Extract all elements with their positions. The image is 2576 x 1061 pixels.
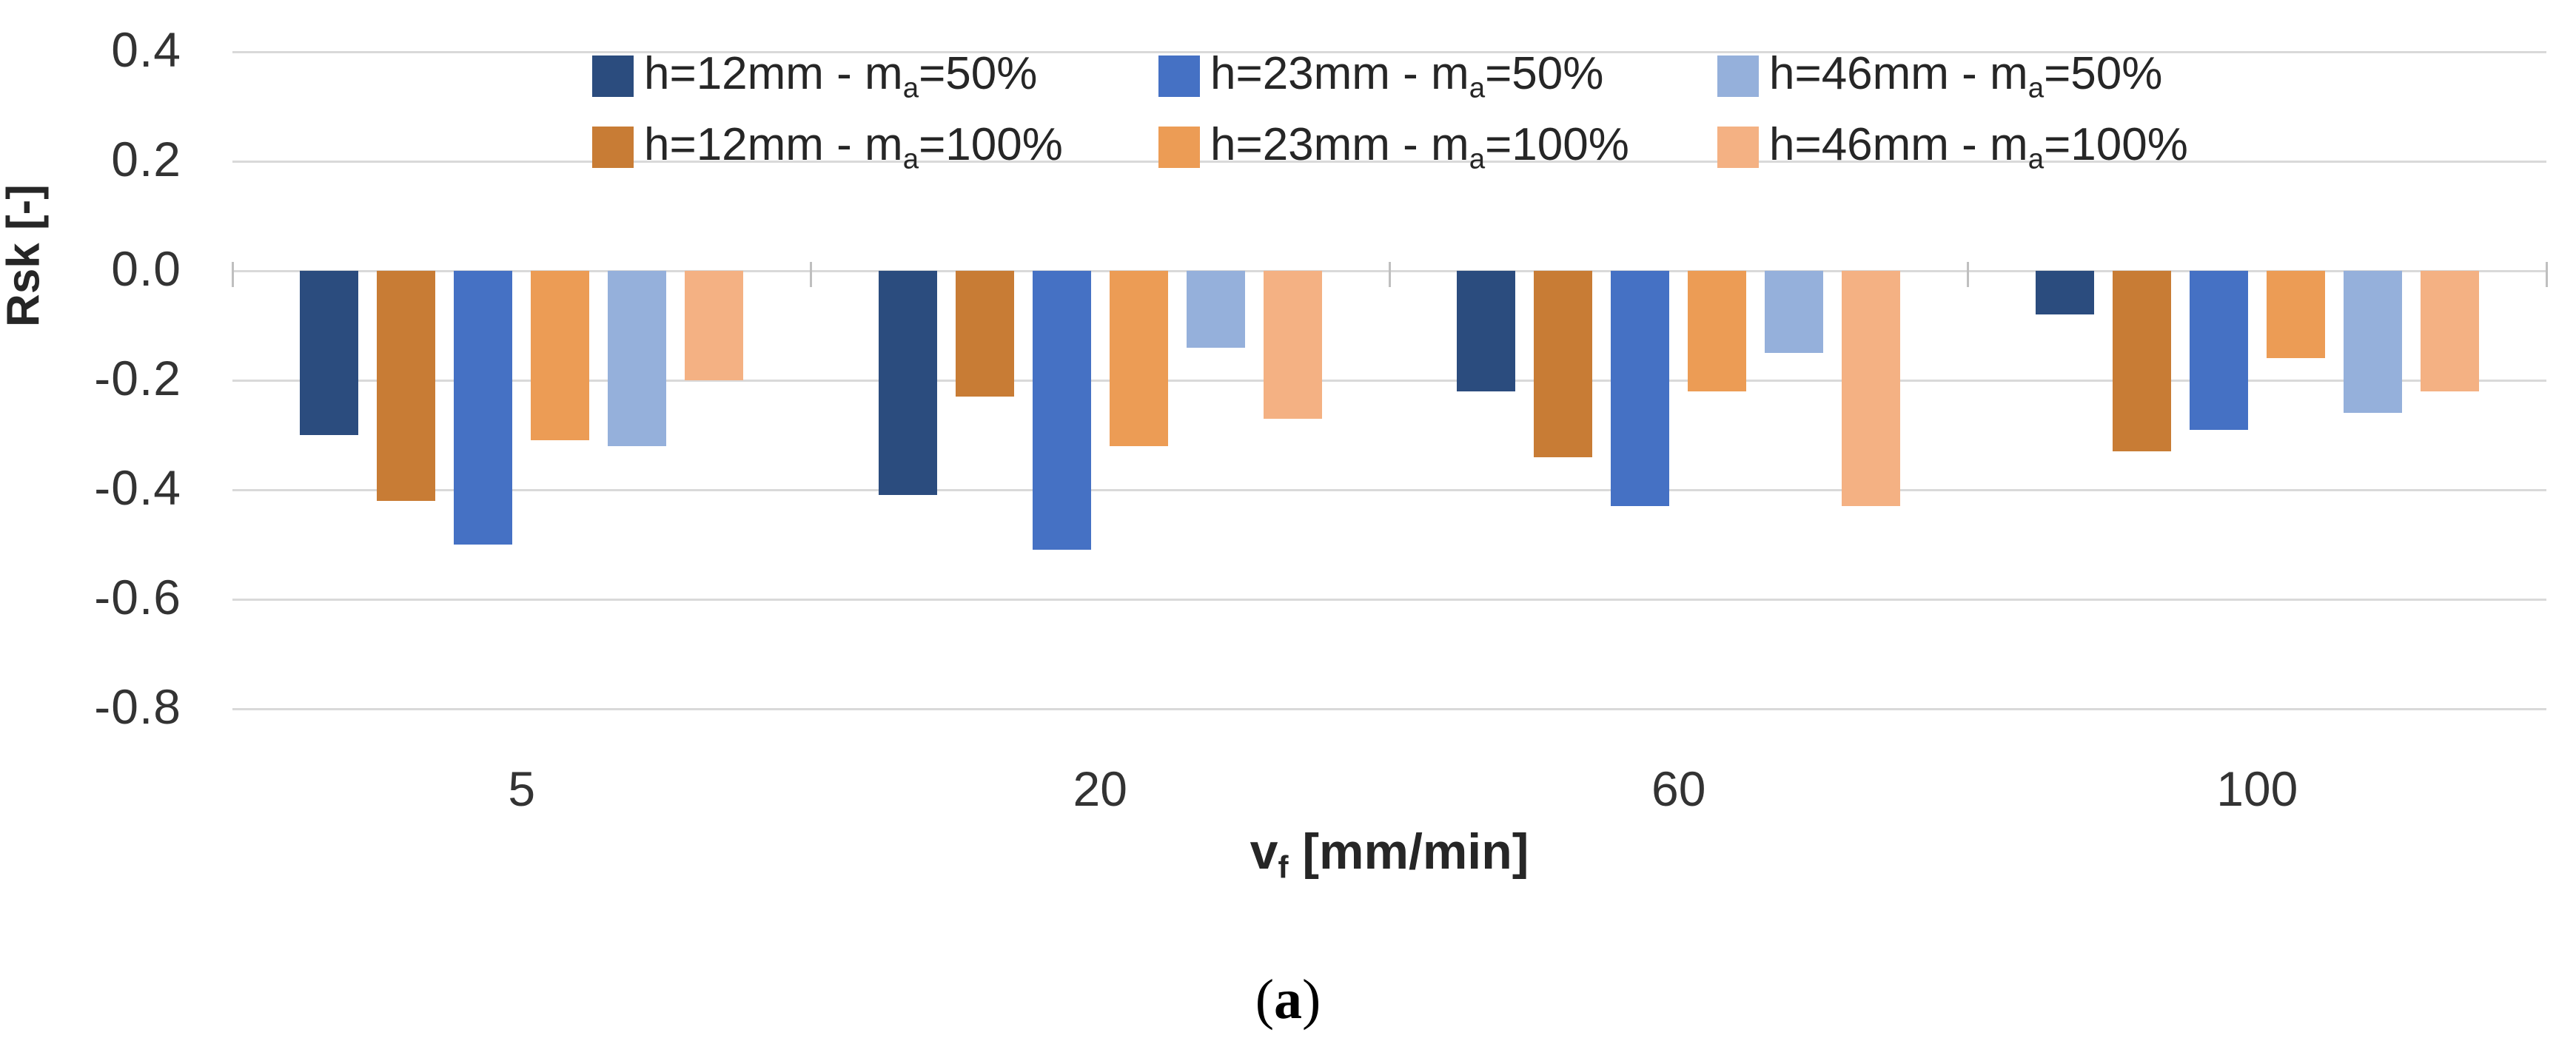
bar-series4-cat100: [2266, 271, 2325, 359]
bar-series3-cat60: [1534, 271, 1593, 457]
legend-item-series5: h=46mm - ma=100%: [1717, 118, 2188, 176]
legend-item-series3: h=12mm - ma=100%: [592, 118, 1063, 176]
bar-series4-cat5: [531, 271, 590, 441]
x-axis-boundary-tick: [2545, 262, 2548, 287]
bar-series3-cat20: [955, 271, 1014, 397]
y-tick-label: -0.2: [94, 350, 181, 405]
gridline-y--0.6: [232, 598, 2546, 601]
legend-label-series5: h=46mm - ma=100%: [1769, 119, 2188, 175]
caption-letter: a: [1274, 969, 1302, 1031]
legend-label-series3: h=12mm - ma=100%: [644, 119, 1063, 175]
bar-series2-cat100: [2343, 271, 2402, 414]
bar-series5-cat5: [685, 271, 744, 380]
bar-series4-cat20: [1109, 271, 1168, 446]
legend-swatch-series0: [592, 55, 634, 97]
x-axis-title-post: [mm/min]: [1288, 823, 1529, 880]
legend-item-series0: h=12mm - ma=50%: [592, 47, 1037, 105]
legend-label-series2: h=46mm - ma=50%: [1769, 48, 2163, 104]
x-axis-boundary-tick: [231, 262, 234, 287]
legend-label-series4: h=23mm - ma=100%: [1210, 119, 1629, 175]
y-tick-label: 0.4: [111, 21, 181, 77]
bar-series2-cat5: [608, 271, 667, 446]
caption-paren-close: ): [1302, 969, 1321, 1031]
y-tick-label: -0.6: [94, 569, 181, 624]
y-tick-label: 0.2: [111, 131, 181, 186]
legend-item-series1: h=23mm - ma=50%: [1158, 47, 1603, 105]
legend-item-series2: h=46mm - ma=50%: [1717, 47, 2162, 105]
y-tick-label: -0.8: [94, 678, 181, 734]
bar-series0-cat100: [2035, 271, 2094, 315]
bar-series5-cat60: [1842, 271, 1901, 507]
bar-series0-cat20: [878, 271, 937, 496]
x-axis-title: vf [mm/min]: [1250, 823, 1529, 886]
bar-series0-cat5: [300, 271, 359, 435]
gridline-y--0.8: [232, 707, 2546, 710]
x-tick-label: 5: [508, 761, 536, 816]
bar-series3-cat100: [2112, 271, 2171, 452]
legend-label-series1: h=23mm - ma=50%: [1210, 48, 1604, 104]
bar-series4-cat60: [1688, 271, 1747, 391]
figure-caption: (a): [1255, 968, 1321, 1032]
legend-item-series4: h=23mm - ma=100%: [1158, 118, 1629, 176]
bar-series2-cat20: [1186, 271, 1245, 348]
gridline-y-0.4: [232, 50, 2546, 53]
y-tick-label: 0.0: [111, 240, 181, 296]
y-axis-title: Rsk [-]: [0, 184, 50, 327]
bar-series1-cat60: [1611, 271, 1670, 507]
x-tick-label: 20: [1073, 761, 1127, 816]
bar-series0-cat60: [1457, 271, 1516, 391]
caption-paren-open: (: [1255, 969, 1274, 1031]
gridline-y-0.2: [232, 160, 2546, 163]
gridline-y--0.4: [232, 488, 2546, 491]
legend-swatch-series3: [592, 126, 634, 168]
bar-series3-cat5: [377, 271, 436, 501]
x-tick-label: 60: [1651, 761, 1706, 816]
legend-swatch-series5: [1717, 126, 1759, 168]
bar-series1-cat5: [454, 271, 513, 545]
x-axis-boundary-tick: [810, 262, 812, 287]
gridline-y--0.2: [232, 379, 2546, 382]
x-axis-boundary-tick: [1967, 262, 1969, 287]
x-axis-boundary-tick: [1388, 262, 1391, 287]
legend-label-series0: h=12mm - ma=50%: [644, 48, 1038, 104]
x-tick-label: 100: [2216, 761, 2298, 816]
bar-series2-cat60: [1765, 271, 1824, 353]
y-tick-label: -0.4: [94, 459, 181, 515]
x-axis-title-sub: f: [1278, 849, 1289, 885]
bar-series5-cat100: [2420, 271, 2479, 391]
legend-swatch-series4: [1158, 126, 1200, 168]
bar-series5-cat20: [1263, 271, 1322, 419]
legend-swatch-series2: [1717, 55, 1759, 97]
x-axis-title-pre: v: [1250, 823, 1278, 880]
bar-series1-cat100: [2189, 271, 2248, 430]
legend-swatch-series1: [1158, 55, 1200, 97]
bar-series1-cat20: [1032, 271, 1091, 550]
